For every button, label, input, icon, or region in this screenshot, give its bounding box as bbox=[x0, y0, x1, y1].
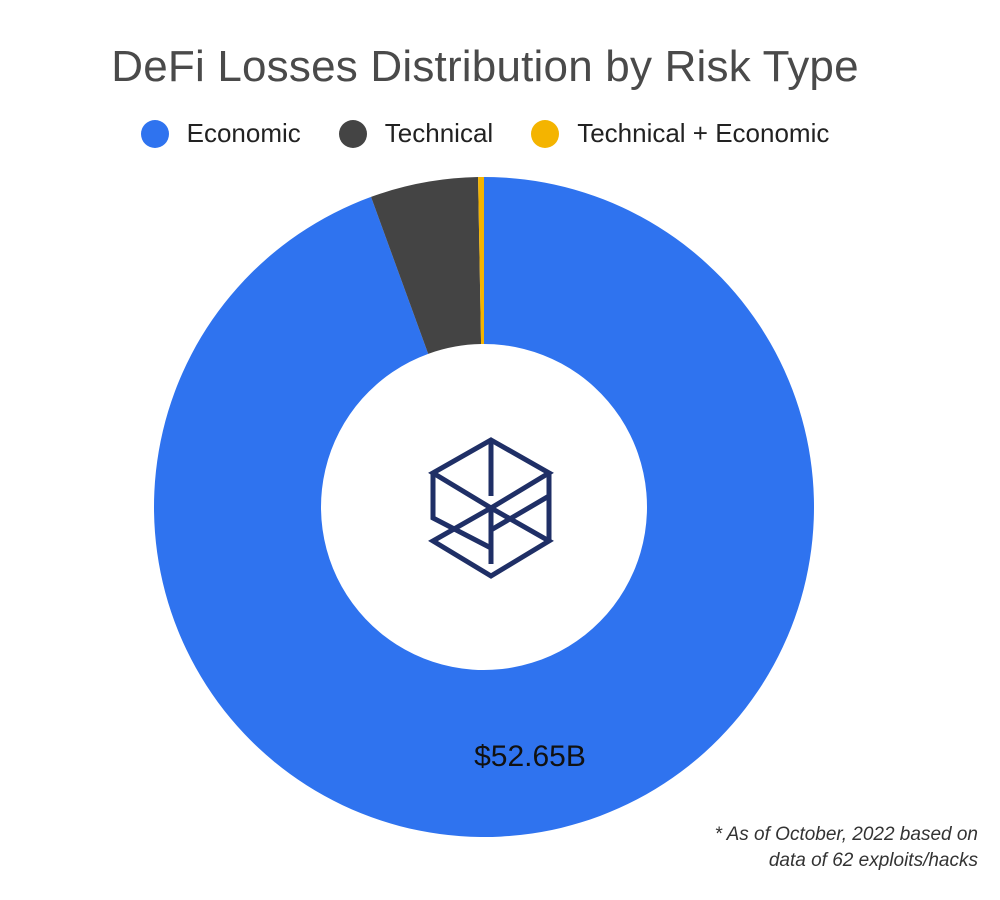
legend-swatch-technical bbox=[338, 119, 367, 148]
legend-swatch-economic bbox=[140, 119, 169, 148]
legend-item-technical-economic: Technical + Economic bbox=[531, 118, 829, 149]
donut-slice-technical bbox=[371, 177, 482, 354]
slice-value-label-economic: $52.65B bbox=[474, 740, 586, 773]
chart-legend: Economic Technical Technical + Economic bbox=[0, 118, 970, 149]
legend-label-technical: Technical bbox=[384, 118, 494, 148]
legend-item-economic: Economic bbox=[140, 118, 301, 149]
footnote-line-2: data of 62 exploits/hacks bbox=[768, 850, 978, 871]
chart-title: DeFi Losses Distribution by Risk Type bbox=[111, 42, 859, 91]
donut-slices bbox=[153, 177, 814, 837]
donut-slice-technical-economic bbox=[478, 177, 484, 345]
legend-item-technical: Technical bbox=[338, 118, 494, 149]
donut-slice-economic bbox=[153, 177, 814, 837]
footnote: * As of October, 2022 based on data of 6… bbox=[715, 822, 978, 874]
legend-swatch-technical-economic bbox=[531, 119, 560, 148]
legend-label-economic: Economic bbox=[186, 118, 301, 148]
legend-label-technical-economic: Technical + Economic bbox=[577, 118, 830, 148]
cube-logo-icon bbox=[428, 437, 554, 579]
footnote-line-1: * As of October, 2022 based on bbox=[714, 824, 978, 845]
